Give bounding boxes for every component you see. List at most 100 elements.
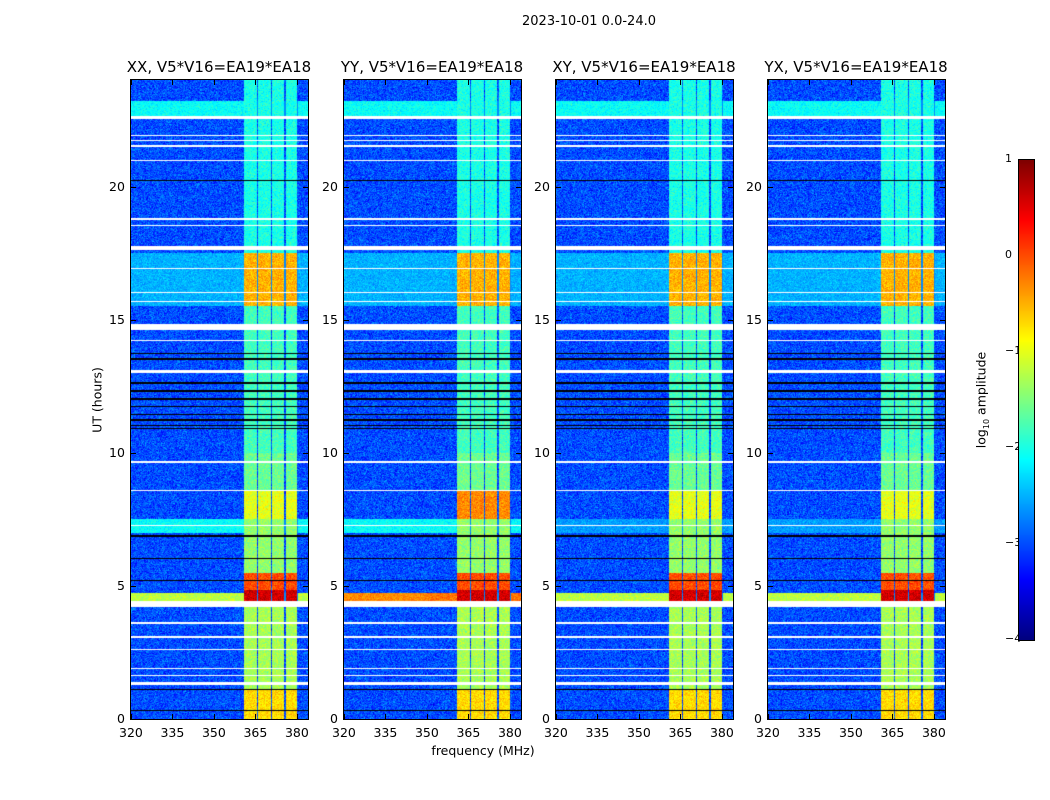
x-tick	[892, 80, 894, 85]
x-tick	[768, 80, 769, 85]
x-tick-label: 380	[709, 725, 734, 740]
y-tick-label: 0	[542, 711, 550, 726]
y-tick	[768, 585, 773, 587]
spectrogram-panel-xx	[130, 79, 309, 720]
x-tick	[385, 80, 387, 85]
colorbar-label-suffix: amplitude	[973, 351, 989, 419]
y-tick	[344, 452, 349, 454]
y-tick	[131, 452, 136, 454]
y-tick-label: 5	[754, 577, 762, 593]
y-tick-label: 20	[109, 178, 125, 194]
y-tick	[556, 452, 561, 454]
x-tick	[426, 80, 428, 85]
y-tick-label: 15	[322, 311, 338, 327]
y-tick	[768, 719, 773, 720]
panel-title: YX, V5*V16=EA19*EA18	[764, 58, 948, 76]
x-tick	[468, 80, 470, 85]
x-tick	[344, 714, 345, 719]
colorbar-tick-label: 0	[1005, 248, 1012, 261]
x-tick	[468, 714, 470, 719]
x-tick	[933, 714, 935, 719]
y-tick	[344, 319, 349, 321]
x-tick	[597, 714, 599, 719]
y-tick	[131, 186, 136, 188]
y-tick-label: 5	[117, 577, 125, 593]
x-tick	[172, 714, 174, 719]
x-tick-label: 380	[921, 725, 946, 740]
x-tick	[255, 80, 257, 85]
y-tick-label: 0	[754, 711, 762, 726]
x-tick-label: 365	[243, 725, 268, 740]
panel-title: XX, V5*V16=EA19*EA18	[126, 58, 312, 76]
spectrogram-panel-yy	[343, 79, 522, 720]
y-tick	[516, 452, 521, 454]
y-tick-label: 10	[109, 444, 125, 460]
x-tick	[556, 714, 557, 719]
y-tick	[728, 452, 733, 454]
x-tick-label: 350	[414, 725, 439, 740]
y-tick	[303, 452, 308, 454]
spectrogram-panel-xy	[555, 79, 734, 720]
panel-title: YY, V5*V16=EA19*EA18	[340, 58, 524, 76]
y-tick	[556, 186, 561, 188]
spectrogram-image	[344, 80, 521, 719]
x-tick	[809, 80, 811, 85]
y-tick	[344, 585, 349, 587]
y-tick	[768, 186, 773, 188]
y-tick	[940, 452, 945, 454]
x-tick	[809, 714, 811, 719]
x-tick	[556, 80, 557, 85]
x-tick	[213, 80, 215, 85]
x-tick	[131, 714, 132, 719]
x-tick	[638, 714, 640, 719]
y-tick	[303, 719, 308, 720]
y-tick	[303, 585, 308, 587]
y-tick-label: 5	[330, 577, 338, 593]
x-tick-label: 365	[456, 725, 481, 740]
y-tick	[728, 319, 733, 321]
x-tick-label: 365	[668, 725, 693, 740]
x-axis-label: frequency (MHz)	[431, 743, 535, 758]
y-tick-label: 5	[542, 577, 550, 593]
spectrogram-panel-yx	[767, 79, 946, 720]
x-tick	[850, 80, 852, 85]
y-tick-label: 15	[534, 311, 550, 327]
x-tick-label: 320	[332, 725, 356, 740]
x-tick	[638, 80, 640, 85]
x-tick	[426, 714, 428, 719]
x-tick-label: 350	[838, 725, 863, 740]
colorbar-tick-label: −3	[1005, 536, 1022, 549]
y-tick	[303, 319, 308, 321]
y-tick	[516, 186, 521, 188]
x-tick-label: 335	[797, 725, 822, 740]
panel-title: XY, V5*V16=EA19*EA18	[552, 58, 736, 76]
x-tick	[131, 80, 132, 85]
y-axis-label: UT (hours)	[89, 367, 105, 433]
colorbar-label: log10 amplitude	[973, 352, 991, 448]
y-tick-label: 10	[746, 444, 762, 460]
x-tick-label: 350	[626, 725, 651, 740]
spectrogram-image	[556, 80, 733, 719]
y-tick	[516, 585, 521, 587]
y-tick	[768, 452, 773, 454]
x-tick-label: 320	[119, 725, 143, 740]
y-tick	[556, 585, 561, 587]
y-tick	[728, 585, 733, 587]
y-tick	[303, 186, 308, 188]
y-tick	[344, 719, 349, 720]
x-tick-label: 335	[585, 725, 610, 740]
y-tick	[940, 719, 945, 720]
y-tick	[131, 319, 136, 321]
y-tick	[556, 319, 561, 321]
x-tick	[850, 714, 852, 719]
x-tick	[509, 714, 511, 719]
x-tick-label: 320	[544, 725, 568, 740]
y-tick-label: 20	[534, 178, 550, 194]
x-tick-label: 380	[497, 725, 522, 740]
colorbar-tick-label: −4	[1005, 632, 1022, 645]
y-tick	[556, 719, 561, 720]
x-tick	[296, 714, 298, 719]
x-tick	[172, 80, 174, 85]
y-tick	[728, 719, 733, 720]
figure-title: 2023-10-01 0.0-24.0	[522, 14, 656, 29]
